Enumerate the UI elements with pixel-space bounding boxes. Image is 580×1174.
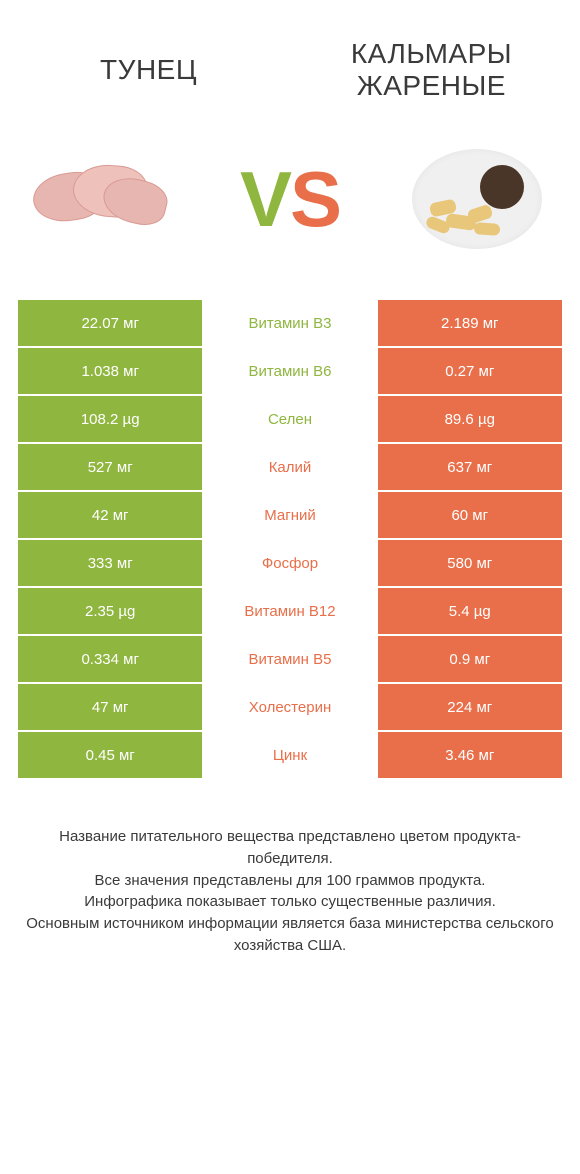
table-row: 47 мгХолестерин224 мг xyxy=(18,684,562,730)
images-row: VS xyxy=(18,134,562,264)
cell-left-value: 0.334 мг xyxy=(18,636,202,682)
table-row: 2.35 µgВитамин B125.4 µg xyxy=(18,588,562,634)
vs-s: S xyxy=(290,154,340,245)
cell-left-value: 47 мг xyxy=(18,684,202,730)
footer-line-1: Название питательного вещества представл… xyxy=(24,826,556,870)
cell-right-value: 5.4 µg xyxy=(378,588,562,634)
cell-left-value: 333 мг xyxy=(18,540,202,586)
cell-right-value: 637 мг xyxy=(378,444,562,490)
cell-right-value: 2.189 мг xyxy=(378,300,562,346)
footer-line-3: Инфографика показывает только существенн… xyxy=(24,891,556,913)
table-row: 527 мгКалий637 мг xyxy=(18,444,562,490)
cell-nutrient-label: Холестерин xyxy=(202,684,377,730)
table-row: 0.45 мгЦинк3.46 мг xyxy=(18,732,562,778)
titles-row: ТУНЕЦ КАЛЬМАРЫ ЖАРЕНЫЕ xyxy=(18,30,562,110)
cell-right-value: 0.27 мг xyxy=(378,348,562,394)
cell-left-value: 0.45 мг xyxy=(18,732,202,778)
cell-nutrient-label: Витамин B6 xyxy=(202,348,377,394)
cell-left-value: 108.2 µg xyxy=(18,396,202,442)
table-row: 108.2 µgСелен89.6 µg xyxy=(18,396,562,442)
cell-right-value: 0.9 мг xyxy=(378,636,562,682)
footer-line-2: Все значения представлены для 100 граммо… xyxy=(24,870,556,892)
cell-nutrient-label: Калий xyxy=(202,444,377,490)
table-row: 333 мгФосфор580 мг xyxy=(18,540,562,586)
cell-nutrient-label: Витамин B12 xyxy=(202,588,377,634)
tuna-image xyxy=(18,139,188,259)
cell-right-value: 224 мг xyxy=(378,684,562,730)
cell-right-value: 89.6 µg xyxy=(378,396,562,442)
cell-left-value: 527 мг xyxy=(18,444,202,490)
cell-nutrient-label: Селен xyxy=(202,396,377,442)
cell-left-value: 2.35 µg xyxy=(18,588,202,634)
cell-nutrient-label: Фосфор xyxy=(202,540,377,586)
cell-nutrient-label: Магний xyxy=(202,492,377,538)
squid-image xyxy=(392,139,562,259)
cell-left-value: 22.07 мг xyxy=(18,300,202,346)
cell-left-value: 1.038 мг xyxy=(18,348,202,394)
cell-right-value: 60 мг xyxy=(378,492,562,538)
nutrient-table: 22.07 мгВитамин B32.189 мг1.038 мгВитами… xyxy=(18,300,562,778)
table-row: 22.07 мгВитамин B32.189 мг xyxy=(18,300,562,346)
cell-left-value: 42 мг xyxy=(18,492,202,538)
footer-notes: Название питательного вещества представл… xyxy=(18,826,562,957)
cell-right-value: 3.46 мг xyxy=(378,732,562,778)
infographic-container: ТУНЕЦ КАЛЬМАРЫ ЖАРЕНЫЕ VS 22.07 мгВита xyxy=(0,0,580,957)
title-right: КАЛЬМАРЫ ЖАРЕНЫЕ xyxy=(301,38,562,102)
title-left: ТУНЕЦ xyxy=(18,54,279,86)
cell-nutrient-label: Цинк xyxy=(202,732,377,778)
footer-line-4: Основным источником информации является … xyxy=(24,913,556,957)
table-row: 1.038 мгВитамин B60.27 мг xyxy=(18,348,562,394)
vs-label: VS xyxy=(240,154,340,245)
cell-nutrient-label: Витамин B3 xyxy=(202,300,377,346)
vs-v: V xyxy=(240,154,290,245)
cell-nutrient-label: Витамин B5 xyxy=(202,636,377,682)
table-row: 42 мгМагний60 мг xyxy=(18,492,562,538)
cell-right-value: 580 мг xyxy=(378,540,562,586)
table-row: 0.334 мгВитамин B50.9 мг xyxy=(18,636,562,682)
